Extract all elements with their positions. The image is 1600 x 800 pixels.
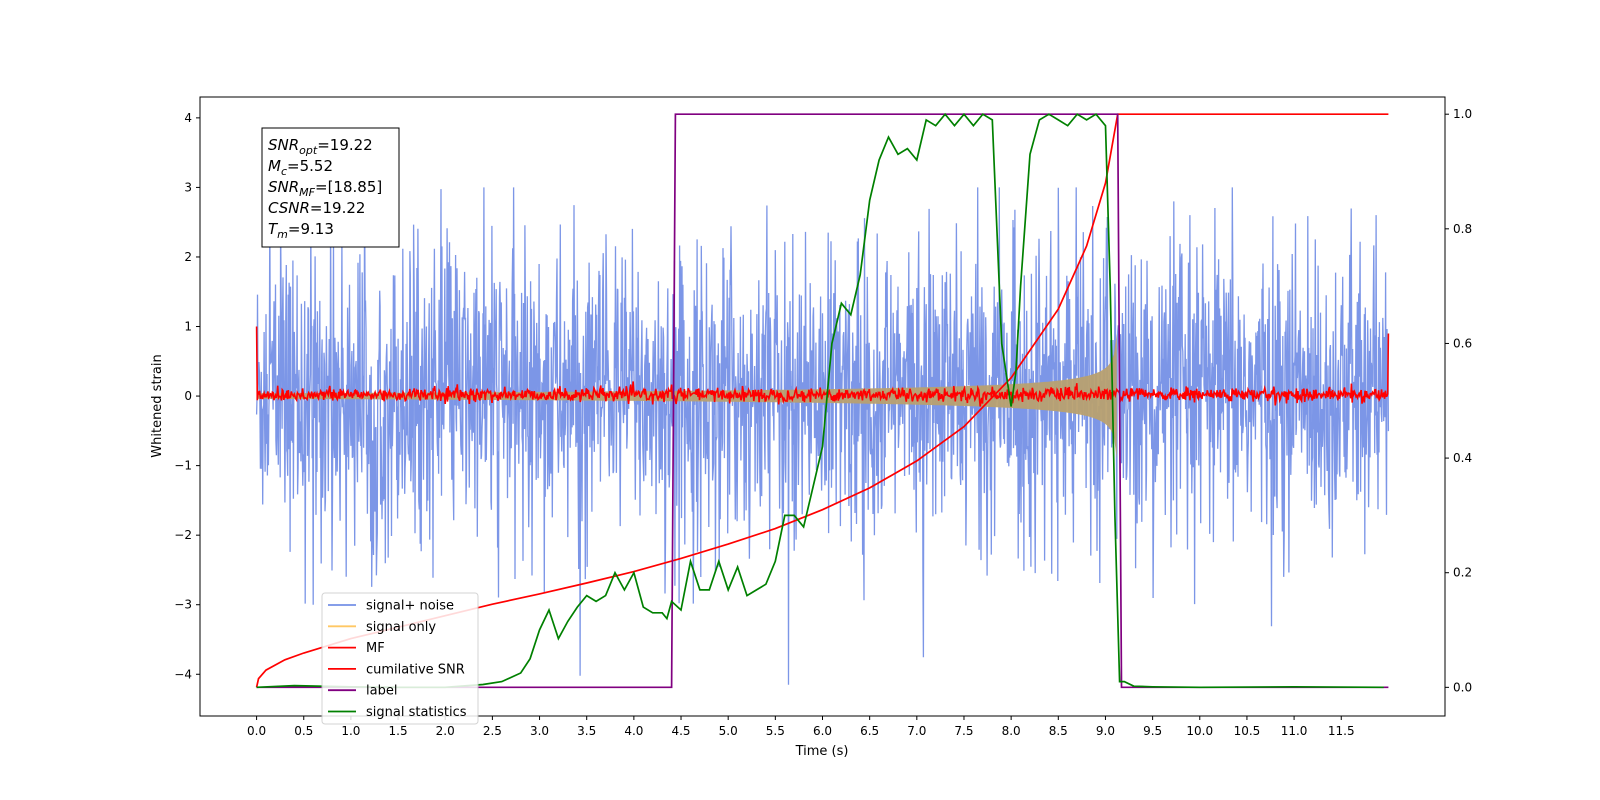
x-tick-label: 11.5 (1328, 724, 1355, 738)
y-left-tick-label: −4 (174, 667, 192, 681)
x-tick-label: 10.5 (1234, 724, 1261, 738)
x-tick-label: 2.5 (483, 724, 502, 738)
legend-label: signal only (366, 620, 436, 635)
series-mf (255, 326, 1390, 407)
y-right-axis-ticks: 0.0 0.2 0.4 0.6 0.8 1.0 (1445, 107, 1472, 694)
x-axis-ticks: 0.0 0.5 1.0 1.5 2.0 2.5 3.0 3.5 4.0 4.5 5.0 5.5 6.0 6… (247, 716, 1355, 738)
x-tick-label: 9.5 (1143, 724, 1162, 738)
legend: signal+ noise signal only MF cumilative SNR… (321, 592, 479, 725)
annotation-line: SNRopt=19.22 (268, 136, 373, 157)
legend-label: cumilative SNR (366, 662, 465, 677)
x-tick-label: 7.5 (954, 724, 973, 738)
annotation-line: SNRMF=[18.85] (268, 178, 382, 199)
y-left-tick-label: −3 (174, 598, 192, 612)
x-tick-label: 0.0 (247, 724, 266, 738)
y-left-tick-label: 1 (184, 320, 192, 334)
y-right-tick-label: 0.6 (1453, 336, 1472, 350)
x-axis-label: Time (s) (795, 744, 849, 759)
annotation-line: Tm=9.13 (268, 220, 334, 241)
x-tick-label: 6.5 (860, 724, 879, 738)
y-right-tick-label: 0.4 (1453, 451, 1472, 465)
x-tick-label: 3.5 (577, 724, 596, 738)
x-tick-label: 2.0 (436, 724, 455, 738)
x-tick-label: 11.0 (1281, 724, 1308, 738)
x-tick-label: 9.0 (1096, 724, 1115, 738)
x-tick-label: 3.0 (530, 724, 549, 738)
y-left-tick-label: 4 (184, 111, 192, 125)
legend-label: MF (366, 641, 385, 656)
legend-label: signal statistics (366, 705, 467, 720)
y-left-tick-label: 2 (184, 250, 192, 264)
annotation-box: SNRopt=19.22Mc=5.52SNRMF=[18.85]CSNR=19.… (261, 127, 400, 248)
x-tick-label: 10.0 (1186, 724, 1213, 738)
series-cumulative-snr (255, 113, 1389, 688)
legend-frame (321, 592, 479, 725)
x-tick-label: 5.0 (719, 724, 738, 738)
x-tick-label: 4.0 (624, 724, 643, 738)
y-left-tick-label: −2 (174, 528, 192, 542)
y-left-tick-label: 0 (184, 389, 192, 403)
series-signal-statistics (256, 112, 1384, 689)
y-axis-label: Whitened strain (150, 354, 165, 457)
y-right-tick-label: 0.0 (1453, 680, 1472, 694)
x-tick-label: 8.5 (1049, 724, 1068, 738)
y-right-tick-label: 0.8 (1453, 222, 1472, 236)
annotation-frame (261, 127, 400, 248)
y-left-tick-label: −1 (174, 459, 192, 473)
x-tick-label: 5.5 (766, 724, 785, 738)
x-tick-label: 6.0 (813, 724, 832, 738)
x-tick-label: 0.5 (294, 724, 313, 738)
annotation-line: Mc=5.52 (268, 157, 333, 178)
y-left-tick-label: 3 (184, 180, 192, 194)
x-tick-label: 1.0 (341, 724, 360, 738)
legend-label: label (366, 684, 397, 699)
y-right-tick-label: 1.0 (1453, 107, 1472, 121)
x-tick-label: 8.0 (1002, 724, 1021, 738)
legend-label: signal+ noise (366, 599, 454, 614)
x-tick-label: 4.5 (671, 724, 690, 738)
y-left-axis-ticks: −4 −3 −2 −1 0 1 2 3 4 (174, 111, 200, 681)
y-right-tick-label: 0.2 (1453, 566, 1472, 580)
x-tick-label: 7.0 (907, 724, 926, 738)
x-tick-label: 1.5 (389, 724, 408, 738)
annotation-line: CSNR=19.22 (268, 199, 365, 217)
plot-series (255, 112, 1390, 689)
